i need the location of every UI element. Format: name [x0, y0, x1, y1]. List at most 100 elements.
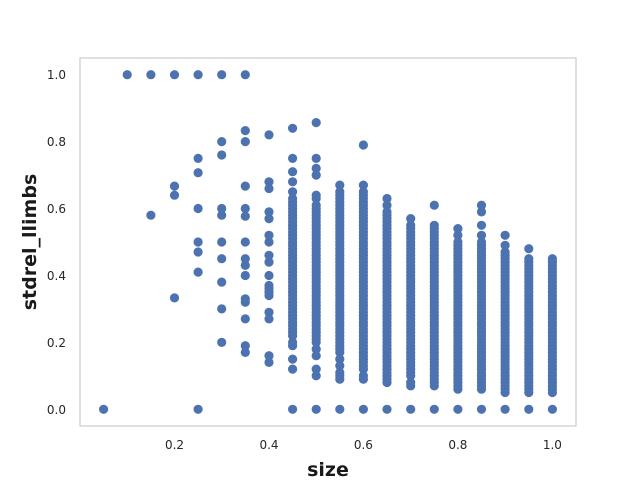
data-point [524, 244, 534, 254]
data-point [288, 167, 298, 177]
data-point [500, 240, 510, 250]
data-point [264, 130, 274, 140]
data-point [217, 210, 227, 220]
data-point [240, 203, 250, 214]
data-point [264, 177, 274, 187]
data-point [429, 381, 439, 391]
data-point [217, 137, 227, 147]
data-point [264, 307, 274, 317]
data-point [358, 180, 368, 190]
data-point [146, 70, 156, 80]
data-point [476, 230, 487, 240]
data-point [476, 220, 487, 230]
data-point [217, 337, 227, 347]
data-point [264, 314, 274, 324]
data-point [264, 290, 274, 301]
data-point [288, 341, 298, 351]
data-point [382, 404, 392, 414]
data-point [264, 237, 274, 247]
data-point [311, 351, 321, 361]
data-point [500, 230, 510, 240]
data-point [240, 254, 250, 264]
data-point [240, 347, 250, 357]
data-point [453, 384, 463, 394]
data-point [217, 277, 227, 287]
plot-background [80, 58, 576, 426]
data-point [217, 237, 227, 247]
data-point [524, 387, 534, 398]
data-point [476, 200, 487, 210]
data-points [99, 70, 558, 414]
data-point [406, 214, 416, 224]
data-point [288, 364, 298, 374]
data-point [264, 230, 274, 240]
data-point [429, 200, 439, 210]
data-point [217, 254, 227, 264]
data-point [358, 404, 368, 414]
data-point [240, 314, 250, 324]
data-point [358, 140, 368, 150]
data-point [193, 237, 203, 247]
y-tick-label: 1.0 [47, 68, 66, 82]
data-point [335, 354, 345, 364]
data-point [264, 214, 274, 224]
x-axis-label: size [307, 459, 349, 480]
data-point [264, 351, 274, 361]
data-point [240, 211, 250, 221]
data-point [358, 374, 368, 384]
data-point [288, 187, 298, 197]
data-point [406, 381, 416, 391]
data-point [335, 361, 345, 371]
data-point [311, 193, 321, 204]
data-point [382, 193, 392, 204]
data-point [217, 304, 227, 314]
x-tick-label: 0.8 [448, 438, 467, 452]
data-point [264, 357, 274, 367]
data-point [240, 237, 250, 247]
data-point [169, 181, 180, 191]
data-point [288, 177, 298, 187]
data-point [169, 190, 180, 200]
data-point [406, 404, 416, 414]
data-point [240, 260, 250, 270]
data-point [240, 297, 250, 307]
data-point [217, 203, 227, 214]
y-tick-label: 0.0 [47, 403, 66, 417]
data-point [453, 230, 463, 240]
data-point [311, 118, 321, 128]
data-point [335, 180, 345, 190]
data-point [429, 404, 439, 414]
data-point [240, 341, 250, 351]
data-point [311, 153, 321, 163]
data-point [288, 331, 298, 341]
data-point [240, 270, 250, 281]
data-point [240, 137, 250, 147]
data-point [240, 181, 250, 191]
x-tick-label: 0.6 [354, 438, 373, 452]
data-point [547, 387, 558, 398]
data-point [193, 203, 203, 214]
data-point [500, 404, 510, 414]
data-point [264, 207, 274, 217]
data-point [335, 374, 345, 384]
data-point [217, 70, 227, 80]
data-point [311, 170, 321, 180]
data-point [453, 404, 463, 414]
x-tick-label: 1.0 [543, 438, 562, 452]
data-point [311, 344, 321, 354]
y-tick-label: 0.2 [47, 336, 66, 350]
data-point [240, 70, 250, 80]
data-point [547, 404, 558, 414]
y-tick-label: 0.4 [47, 269, 66, 283]
data-point [500, 387, 510, 398]
data-point [382, 200, 392, 210]
data-point [169, 293, 180, 303]
data-point [264, 183, 274, 194]
data-point [240, 126, 250, 136]
x-tick-label: 0.4 [259, 438, 278, 452]
data-point [264, 270, 274, 281]
data-point [476, 404, 487, 414]
data-point [217, 150, 227, 160]
data-point [193, 153, 203, 163]
data-point [453, 224, 463, 234]
